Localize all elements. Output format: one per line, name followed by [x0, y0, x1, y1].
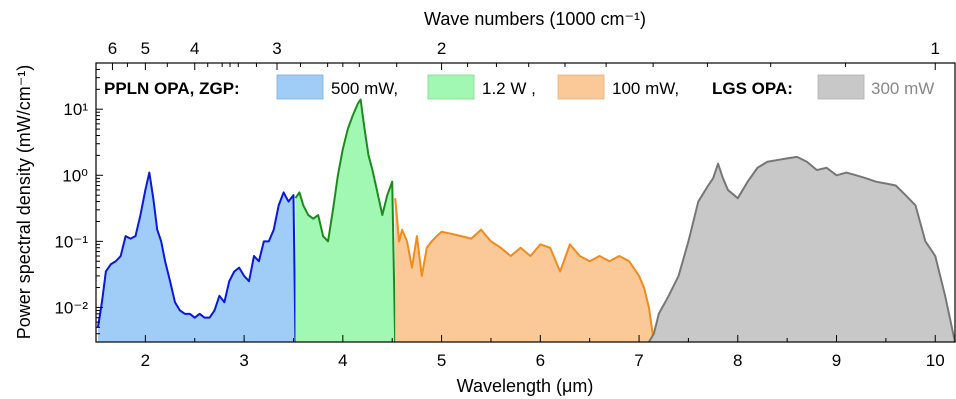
- legend-label-1-2w: 1.2 W ,: [482, 79, 536, 98]
- top-tick-label: 1: [931, 39, 940, 58]
- y-tick-label: 10⁰: [62, 166, 88, 185]
- x-tick-label: 2: [141, 351, 150, 370]
- legend-label-100mw: 100 mW,: [612, 79, 679, 98]
- legend: PPLN OPA, ZGP: 500 mW, 1.2 W , 100 mW, L…: [104, 75, 934, 99]
- legend-swatch-300mw: [818, 75, 864, 99]
- legend-swatch-500mw: [277, 75, 323, 99]
- top-tick-label: 3: [272, 39, 281, 58]
- series-area-2: [395, 198, 654, 342]
- legend-group-ppln-label: PPLN OPA, ZGP:: [104, 79, 240, 98]
- top-axis-ticks: 6 5 4 3 2 1: [108, 39, 940, 70]
- x-tick-label: 3: [239, 351, 248, 370]
- y-tick-label: 10¹: [63, 100, 88, 119]
- x-tick-label: 10: [926, 351, 945, 370]
- x-tick-label: 6: [536, 351, 545, 370]
- x-tick-label: 9: [832, 351, 841, 370]
- top-tick-label: 2: [437, 39, 446, 58]
- series-areas: [98, 100, 955, 342]
- legend-swatch-1-2w: [428, 75, 474, 99]
- legend-label-500mw: 500 mW,: [331, 79, 398, 98]
- legend-label-300mw: 300 mW: [871, 79, 934, 98]
- legend-group-lgs-label: LGS OPA:: [712, 79, 793, 98]
- top-tick-label: 4: [190, 39, 199, 58]
- top-tick-label: 5: [141, 39, 150, 58]
- y-tick-label: 10⁻²: [54, 298, 88, 317]
- y-tick-label: 10⁻¹: [54, 232, 88, 251]
- x-tick-label: 8: [733, 351, 742, 370]
- top-axis-title: Wave numbers (1000 cm⁻¹): [424, 9, 646, 29]
- x-tick-label: 5: [437, 351, 446, 370]
- x-axis-title: Wavelength (μm): [457, 376, 594, 396]
- x-tick-label: 4: [338, 351, 347, 370]
- top-tick-label: 6: [108, 39, 117, 58]
- x-tick-label: 7: [634, 351, 643, 370]
- legend-swatch-100mw: [558, 75, 604, 99]
- series-area-3: [649, 157, 955, 342]
- y-axis-title: Power spectral density (mW/cm⁻¹): [14, 65, 34, 340]
